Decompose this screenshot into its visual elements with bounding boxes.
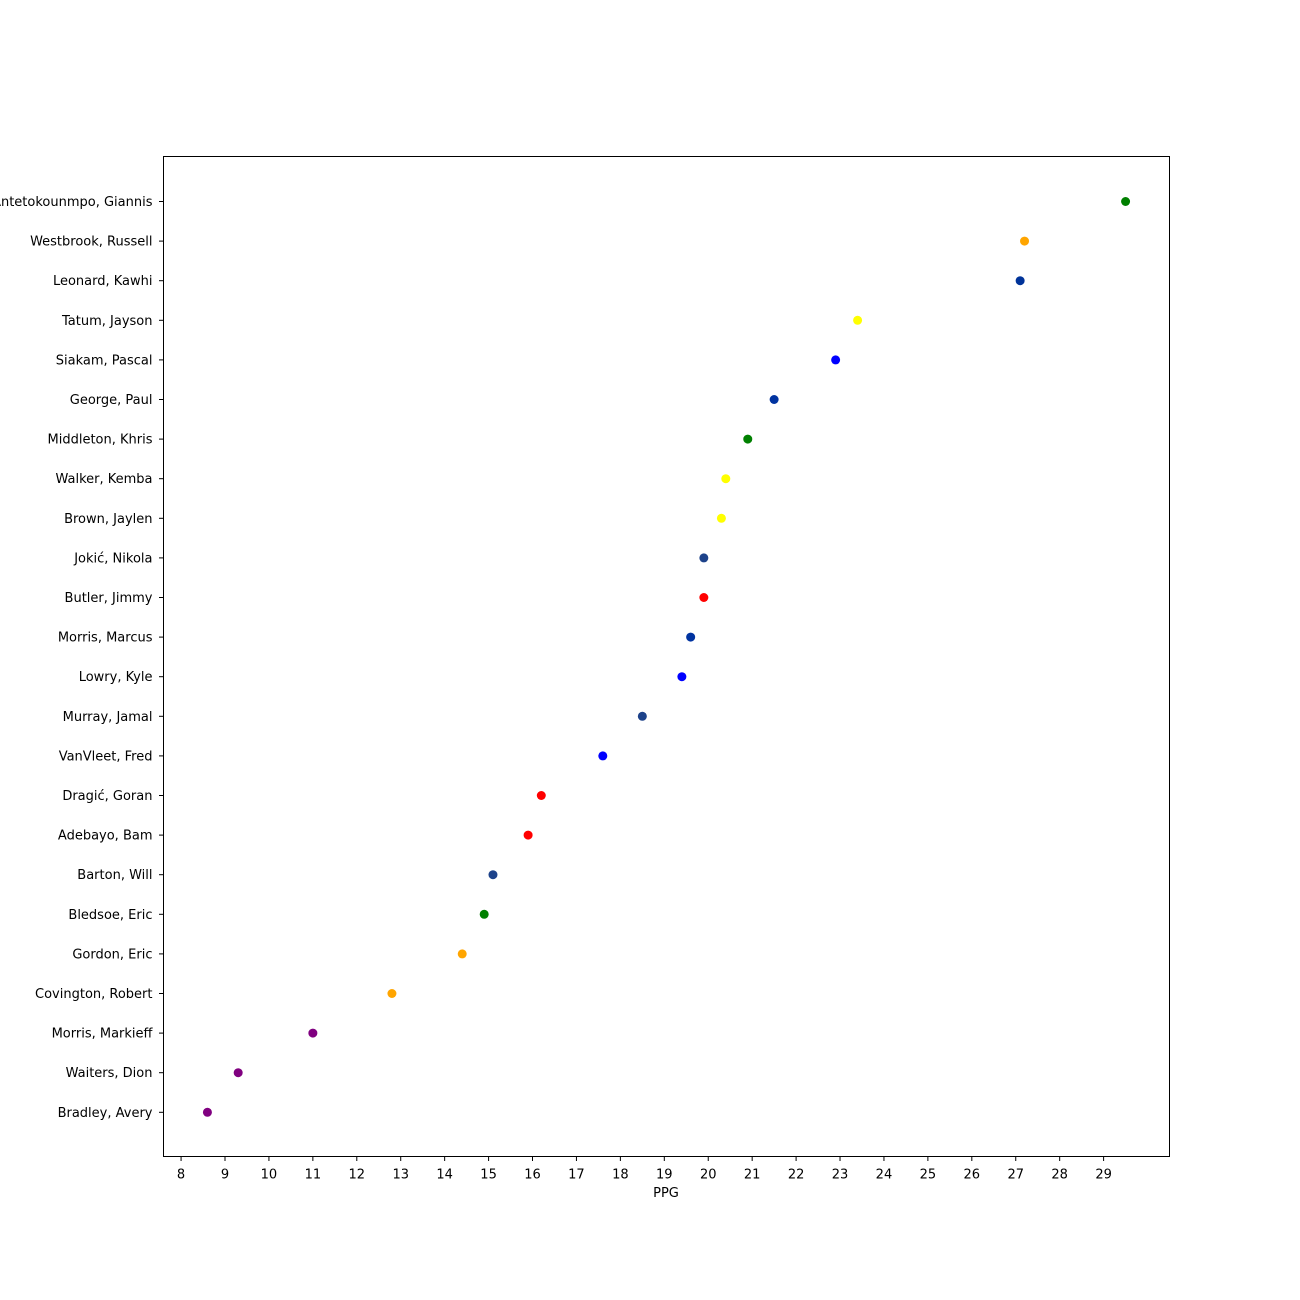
data-point	[716, 513, 726, 523]
x-tick-label: 22	[788, 1168, 805, 1183]
x-tick-label: 18	[612, 1168, 629, 1183]
data-point	[1121, 197, 1131, 206]
x-tick-label: 12	[349, 1168, 366, 1183]
y-tick-label: Dragić, Goran	[62, 789, 152, 804]
data-point	[536, 791, 546, 800]
y-tick-label: Gordon, Eric	[72, 947, 152, 962]
data-point	[699, 593, 709, 602]
x-tick-label: 8	[177, 1168, 185, 1183]
data-point	[387, 989, 397, 998]
x-tick-label: 20	[700, 1168, 717, 1183]
data-point	[637, 711, 647, 721]
y-tick-label: Middleton, Khris	[48, 433, 153, 448]
y-tick-label: Bradley, Avery	[58, 1106, 153, 1121]
y-tick-label: Walker, Kemba	[55, 472, 152, 487]
x-tick-label: 14	[436, 1168, 453, 1183]
y-tick-label: Covington, Robert	[35, 987, 152, 1002]
y-tick-label: Antetokounmpo, Giannis	[0, 195, 153, 210]
x-tick-label: 15	[480, 1168, 497, 1183]
x-tick-label: 24	[876, 1168, 893, 1183]
data-point	[853, 315, 863, 325]
x-tick-label: 9	[221, 1168, 229, 1183]
data-point	[677, 672, 687, 682]
y-tick-label: Westbrook, Russell	[30, 235, 152, 250]
data-point	[743, 434, 753, 444]
x-axis-label: PPG	[653, 1186, 679, 1201]
y-tick-label: Morris, Marcus	[58, 631, 153, 646]
y-tick-label: Siakam, Pascal	[56, 353, 153, 368]
y-tick-label: Murray, Jamal	[63, 710, 153, 725]
y-tick-label: Morris, Markieff	[52, 1027, 154, 1042]
y-tick-label: Tatum, Jayson	[61, 314, 152, 329]
x-tick-label: 23	[832, 1168, 849, 1183]
data-point	[523, 830, 533, 840]
y-tick-label: George, Paul	[70, 393, 153, 408]
y-tick-label: Jokić, Nikola	[73, 551, 152, 566]
x-tick-label: 11	[305, 1168, 322, 1183]
y-tick-label: Bledsoe, Eric	[68, 908, 152, 923]
y-tick-label: VanVleet, Fred	[59, 749, 153, 764]
y-tick-label: Waiters, Dion	[66, 1066, 153, 1081]
x-axis: 8 9 10 11 12 13 14 15 16 17 18 19 20 21 22 23 24 25 26 27 28…	[177, 1156, 1112, 1183]
data-point	[1020, 236, 1030, 246]
data-point	[308, 1028, 318, 1038]
x-tick-label: 28	[1051, 1168, 1068, 1183]
data-point	[202, 1107, 212, 1117]
y-tick-label: Adebayo, Bam	[58, 829, 153, 844]
data-point	[769, 395, 779, 404]
y-tick-label: Brown, Jaylen	[64, 512, 152, 527]
y-tick-label: Barton, Will	[77, 868, 152, 883]
data-points	[202, 197, 1131, 1117]
x-tick-label: 26	[964, 1168, 981, 1183]
y-tick-label: Butler, Jimmy	[65, 591, 153, 606]
x-tick-label: 29	[1095, 1168, 1112, 1183]
data-point	[457, 949, 467, 959]
x-tick-label: 13	[392, 1168, 409, 1183]
y-tick-label: Lowry, Kyle	[79, 670, 153, 685]
data-point	[488, 870, 498, 880]
data-point	[233, 1068, 243, 1078]
data-point	[721, 474, 731, 484]
y-axis: Antetokounmpo, Giannis Westbrook, Russell…	[0, 195, 164, 1121]
y-tick-label: Leonard, Kawhi	[53, 274, 153, 289]
x-tick-label: 25	[920, 1168, 937, 1183]
x-tick-label: 16	[524, 1168, 541, 1183]
data-point	[1015, 276, 1025, 286]
plot-frame	[163, 156, 1170, 1157]
x-tick-label: 10	[261, 1168, 278, 1183]
data-point	[479, 909, 489, 919]
x-tick-label: 19	[656, 1168, 673, 1183]
x-tick-label: 21	[744, 1168, 761, 1183]
x-tick-label: 17	[568, 1168, 585, 1183]
data-point	[686, 632, 696, 642]
data-point	[699, 553, 709, 563]
x-tick-label: 27	[1007, 1168, 1024, 1183]
data-point	[831, 355, 841, 365]
data-point	[598, 751, 608, 761]
